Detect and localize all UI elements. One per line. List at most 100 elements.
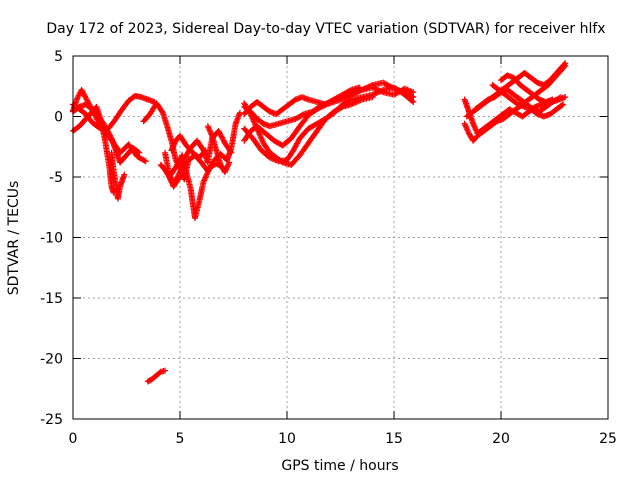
data-point bbox=[142, 158, 149, 165]
data-point bbox=[205, 124, 212, 131]
data-point bbox=[224, 163, 231, 170]
data-point bbox=[166, 174, 173, 180]
data-point bbox=[204, 123, 211, 130]
y-tick-label: -20 bbox=[40, 352, 63, 368]
data-point bbox=[162, 367, 169, 374]
data-point bbox=[170, 143, 177, 150]
data-point bbox=[470, 122, 477, 129]
y-tick-label: -25 bbox=[40, 412, 63, 428]
y-tick-label: 5 bbox=[54, 49, 63, 65]
data-point bbox=[562, 60, 569, 67]
data-point bbox=[159, 108, 166, 115]
y-tick-label: -5 bbox=[49, 170, 63, 186]
data-point bbox=[462, 122, 469, 129]
x-tick-label: 0 bbox=[69, 431, 78, 447]
data-point bbox=[167, 176, 174, 183]
y-tick-label: -10 bbox=[40, 231, 63, 247]
data-point bbox=[169, 145, 176, 152]
data-point bbox=[206, 125, 213, 132]
data-point bbox=[558, 102, 565, 109]
data-point bbox=[166, 175, 173, 182]
y-axis-label: SDTVAR / TECUs bbox=[6, 181, 22, 296]
data-point bbox=[350, 100, 357, 107]
x-tick-label: 25 bbox=[599, 431, 617, 447]
axes: 0 5 10 15 20 25 5 0 -5 -10 -15 -20 -25 bbox=[40, 49, 617, 447]
data-point bbox=[168, 147, 175, 154]
data-point bbox=[370, 91, 377, 98]
data-point bbox=[410, 98, 417, 105]
data-point bbox=[338, 104, 345, 111]
data-point bbox=[461, 120, 468, 127]
data-point bbox=[223, 166, 230, 173]
x-tick-label: 20 bbox=[492, 431, 510, 447]
data-point bbox=[356, 97, 363, 104]
data-point bbox=[464, 126, 471, 133]
data-point bbox=[470, 120, 477, 127]
data-point bbox=[369, 94, 376, 101]
x-axis-label: GPS time / hours bbox=[281, 458, 398, 474]
data-point bbox=[372, 85, 379, 92]
data-point bbox=[346, 87, 353, 94]
data-point bbox=[228, 149, 235, 156]
data-point bbox=[207, 128, 214, 135]
data-point bbox=[562, 94, 569, 101]
data-point bbox=[472, 124, 479, 131]
data-point bbox=[226, 159, 233, 166]
data-point bbox=[561, 61, 568, 68]
data-point bbox=[171, 140, 178, 147]
x-tick-label: 5 bbox=[176, 431, 185, 447]
data-point bbox=[236, 109, 243, 116]
data-point bbox=[221, 169, 228, 176]
data-point bbox=[370, 85, 377, 92]
data-point bbox=[170, 141, 177, 148]
data-point bbox=[202, 147, 209, 154]
data-point bbox=[222, 167, 229, 174]
data-point bbox=[560, 101, 567, 108]
data-point bbox=[208, 131, 215, 138]
data-point bbox=[352, 99, 359, 106]
data-point bbox=[169, 144, 176, 151]
data-point bbox=[357, 97, 364, 104]
data-point bbox=[179, 171, 186, 178]
data-point bbox=[376, 87, 383, 94]
data-point bbox=[135, 148, 142, 155]
data-point bbox=[356, 84, 363, 91]
data-point bbox=[472, 126, 479, 133]
data-point bbox=[178, 172, 185, 179]
data-point bbox=[354, 98, 361, 105]
data-point bbox=[107, 133, 114, 140]
data-point bbox=[549, 96, 556, 103]
data-point bbox=[378, 88, 385, 95]
data-point bbox=[207, 130, 214, 137]
y-tick-label: 0 bbox=[54, 110, 63, 126]
data-point bbox=[299, 111, 306, 118]
data-point bbox=[369, 84, 376, 91]
data-point bbox=[227, 148, 234, 155]
data-point bbox=[348, 101, 355, 108]
data-points bbox=[70, 60, 569, 385]
data-point bbox=[462, 123, 469, 130]
x-tick-label: 15 bbox=[385, 431, 403, 447]
data-point bbox=[471, 123, 478, 130]
y-tick-label: -15 bbox=[40, 291, 63, 307]
data-point bbox=[225, 160, 232, 167]
data-point bbox=[374, 86, 381, 93]
data-point bbox=[223, 165, 230, 172]
data-point bbox=[353, 98, 360, 105]
data-point bbox=[349, 100, 356, 107]
data-point bbox=[410, 89, 417, 96]
data-point bbox=[409, 98, 416, 105]
data-point bbox=[373, 86, 380, 93]
x-tick-label: 10 bbox=[278, 431, 296, 447]
data-point bbox=[136, 149, 143, 156]
data-point bbox=[377, 88, 384, 95]
data-point bbox=[168, 178, 175, 185]
chart-title: Day 172 of 2023, Sidereal Day-to-day VTE… bbox=[46, 21, 605, 37]
data-point bbox=[464, 127, 471, 134]
data-point bbox=[201, 148, 208, 155]
data-point bbox=[121, 171, 128, 178]
data-point bbox=[463, 124, 470, 131]
data-point bbox=[141, 157, 148, 164]
